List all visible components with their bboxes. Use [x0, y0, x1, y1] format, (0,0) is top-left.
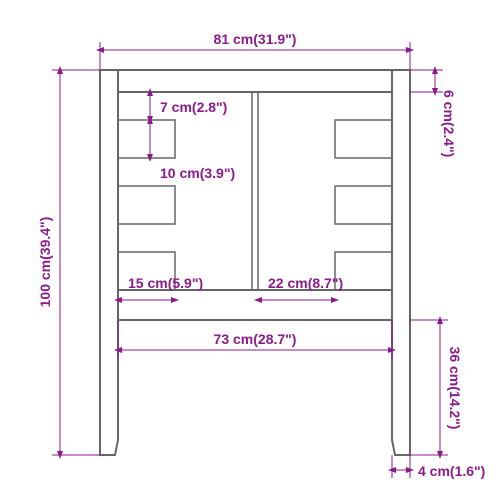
label-panel-w: 22 cm(8.7"): [268, 275, 343, 291]
label-slat-h: 10 cm(3.9"): [160, 165, 235, 181]
product-outline: [100, 70, 410, 455]
label-width-top: 81 cm(31.9"): [214, 31, 297, 47]
label-leg-h: 36 cm(14.2"): [447, 347, 463, 430]
label-inner-w: 73 cm(28.7"): [214, 331, 297, 347]
label-top-rail: 6 cm(2.4"): [441, 90, 457, 157]
label-side-w: 15 cm(5.9"): [128, 275, 203, 291]
label-leg-depth: 4 cm(1.6"): [418, 463, 485, 479]
dimension-annotations: 81 cm(31.9") 6 cm(2.4") 7 cm(2.8") 10 cm…: [37, 31, 485, 479]
dimension-diagram: 81 cm(31.9") 6 cm(2.4") 7 cm(2.8") 10 cm…: [0, 0, 500, 500]
label-gap-top: 7 cm(2.8"): [160, 99, 227, 115]
label-height-left: 100 cm(39.4"): [37, 217, 53, 308]
